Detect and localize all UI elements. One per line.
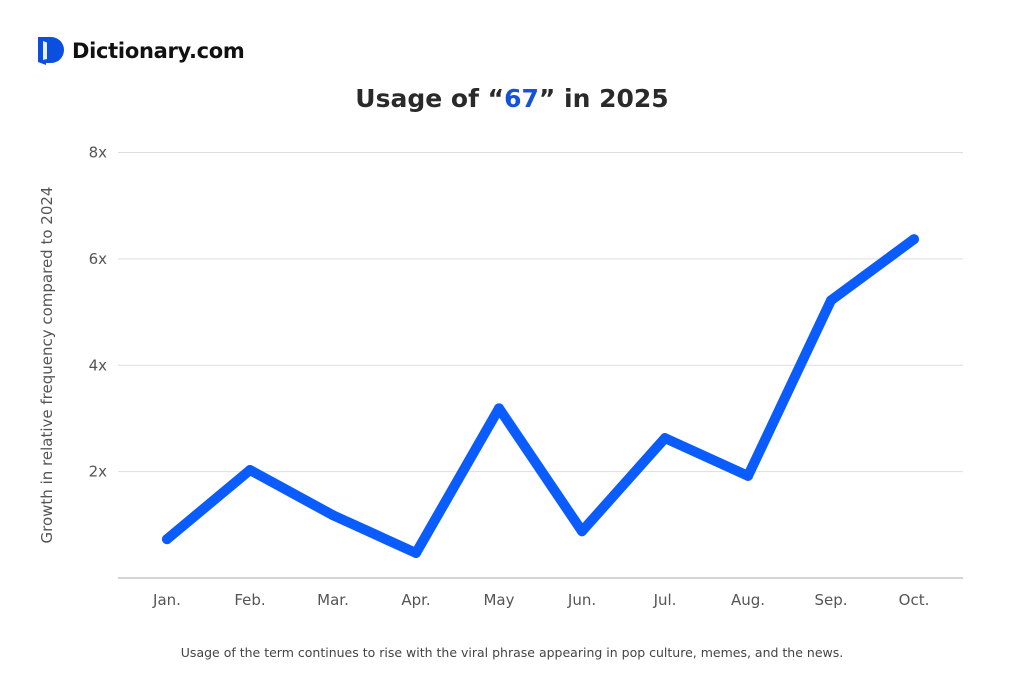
y-tick-label: 8x <box>89 144 108 162</box>
brand-name: Dictionary.com <box>72 39 245 63</box>
title-highlight: 67 <box>504 84 539 113</box>
y-tick-label: 6x <box>89 250 108 268</box>
data-point-sep <box>826 295 836 306</box>
x-tick-label: Jun. <box>567 591 596 609</box>
x-tick-label: Aug. <box>731 591 765 609</box>
x-tick-label: Feb. <box>234 591 265 609</box>
data-point-jan <box>162 534 172 545</box>
x-tick-label: Oct. <box>899 591 930 609</box>
y-tick-label: 2x <box>89 463 108 481</box>
data-point-jul <box>660 433 670 444</box>
x-tick-label: Jul. <box>653 591 677 609</box>
data-point-may <box>494 403 504 414</box>
title-suffix: ” in 2025 <box>538 84 669 113</box>
y-tick-label: 4x <box>89 356 108 374</box>
chart-title: Usage of “67” in 2025 <box>0 84 1024 113</box>
data-point-aug <box>743 470 753 481</box>
title-prefix: Usage of “ <box>355 84 505 113</box>
x-tick-label: Sep. <box>814 591 847 609</box>
y-axis-label: Growth in relative frequency compared to… <box>38 187 56 544</box>
data-point-mar <box>328 510 338 521</box>
logo: Dictionary.com <box>38 37 245 65</box>
usage-line <box>162 234 919 559</box>
chart-caption: Usage of the term continues to rise with… <box>180 645 844 660</box>
data-point-feb <box>245 465 255 476</box>
x-tick-label: May <box>483 591 514 609</box>
dictionary-logo-icon <box>38 37 64 65</box>
x-tick-label: Apr. <box>401 591 430 609</box>
data-point-jun <box>577 526 587 537</box>
data-point-oct <box>909 234 919 245</box>
x-tick-label: Mar. <box>317 591 349 609</box>
x-tick-label: Jan. <box>152 591 181 609</box>
data-point-apr <box>411 548 421 559</box>
